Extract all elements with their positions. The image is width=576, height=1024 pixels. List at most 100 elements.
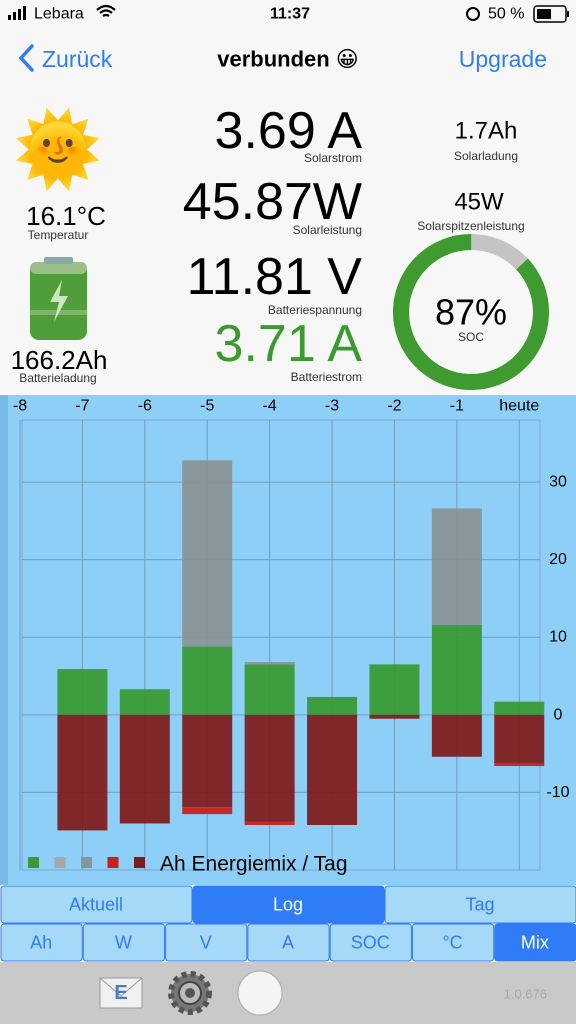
plot-frame: [21, 419, 541, 871]
x-tick-label: -2: [387, 398, 401, 415]
segment-label[interactable]: Log: [273, 895, 303, 915]
battery-current-label: Batteriestrom: [291, 370, 362, 384]
mail-button[interactable]: E: [99, 977, 143, 1009]
bar-segment: [182, 646, 233, 715]
sun-icon: 🌞: [13, 106, 103, 192]
segment-modes[interactable]: [384, 885, 576, 924]
temperature: 16.1°C: [26, 201, 106, 231]
solar-power-label: Solarleistung: [293, 223, 362, 237]
segment-modes[interactable]: [0, 885, 193, 924]
upgrade-button[interactable]: Upgrade: [459, 46, 547, 72]
bar-segment: [494, 714, 545, 764]
battery-percent: 50 %: [488, 6, 524, 23]
segment-units[interactable]: [329, 923, 412, 962]
segment-label[interactable]: V: [200, 933, 212, 953]
signal: [8, 6, 26, 20]
bar-segment: [307, 696, 358, 715]
x-tick-label: -3: [325, 398, 339, 415]
clock: 11:37: [270, 6, 310, 23]
y-tick-label: 20: [549, 551, 567, 568]
x-tick-label: -6: [138, 398, 152, 415]
record-button[interactable]: [237, 970, 283, 1016]
battery-voltage: 11.81 V: [187, 248, 363, 306]
y-tick-label: 0: [554, 706, 563, 723]
x-tick-label: -1: [450, 398, 464, 415]
x-tick-label: -7: [75, 398, 89, 415]
x-tick-label: -4: [263, 398, 277, 415]
soc-value: 87%: [435, 292, 507, 333]
chart-edge: [0, 395, 8, 885]
solar-charge: 1.7Ah: [455, 118, 518, 145]
bar-segment: [369, 714, 420, 719]
battery-charge-label: Batterieladung: [19, 371, 96, 385]
bar-segment: [244, 664, 295, 715]
legend-swatch: [54, 857, 66, 868]
segment-units[interactable]: [494, 923, 576, 962]
segment-label[interactable]: Tag: [465, 895, 494, 915]
y-tick-label: 10: [549, 629, 567, 646]
segment-label[interactable]: Aktuell: [69, 895, 123, 915]
solar-charge-label: Solarladung: [454, 149, 518, 163]
segment-label[interactable]: A: [282, 933, 294, 953]
solar-current-label: Solarstrom: [304, 151, 362, 165]
bar-segment: [119, 689, 170, 715]
bar-segment: [431, 624, 482, 715]
x-tick-label: heute: [499, 398, 539, 415]
segment-units[interactable]: [165, 923, 248, 962]
segment-units[interactable]: [411, 923, 495, 962]
bar-segment: [57, 669, 108, 715]
bar-segment: [494, 701, 545, 715]
segment-units[interactable]: [82, 923, 166, 962]
battery-icon: [533, 5, 569, 23]
solar-current: 3.69 A: [215, 102, 363, 160]
bar-segment: [182, 460, 233, 647]
legend-swatch: [28, 857, 39, 868]
bar-segment: [431, 508, 482, 625]
header-bg: [0, 0, 576, 395]
bar-segment: [119, 714, 170, 824]
solar-power: 45.87W: [183, 173, 362, 231]
bar-segment: [57, 714, 108, 831]
wifi-icon: [96, 4, 116, 17]
segment-label[interactable]: Mix: [521, 933, 549, 953]
bar-segment: [307, 714, 358, 825]
segment-label[interactable]: °C: [442, 933, 462, 953]
battery-current: 3.71 A: [215, 315, 363, 373]
solar-peak: 45W: [454, 189, 504, 216]
bar-segment: [244, 821, 295, 825]
bar-segment: [244, 662, 295, 665]
gauge-arc: [393, 234, 549, 390]
legend-swatch: [81, 857, 92, 868]
legend-swatch: [107, 857, 119, 868]
x-tick-label: -8: [13, 398, 27, 415]
segment-label[interactable]: Ah: [30, 933, 52, 953]
settings-button[interactable]: [168, 971, 212, 1015]
segment-units[interactable]: [247, 923, 330, 962]
battery-graphic: [30, 257, 87, 340]
soc-label: SOC: [458, 330, 484, 344]
x-tick-label: -5: [200, 398, 214, 415]
nav-title: verbunden 😀: [217, 47, 359, 72]
bar-segment: [494, 763, 545, 767]
temperature-label: Temperatur: [28, 228, 89, 242]
alarm-icon: [466, 7, 480, 21]
segment-units[interactable]: [0, 923, 83, 962]
segment-modes[interactable]: [192, 885, 385, 924]
back-button[interactable]: Zurück: [42, 46, 113, 72]
version: 1.0.676: [504, 987, 547, 1002]
carrier: Lebara: [34, 6, 84, 23]
y-tick-label: -10: [546, 784, 569, 801]
legend-title: Ah Energiemix / Tag: [160, 853, 348, 876]
battery-voltage-label: Batteriespannung: [268, 303, 362, 317]
bar-segment: [369, 664, 420, 715]
segment-label[interactable]: W: [115, 933, 132, 953]
solar-peak-label: Solarspitzenleistung: [417, 219, 524, 233]
bar-segment: [182, 807, 233, 815]
y-tick-label: 30: [549, 474, 567, 491]
segment-label[interactable]: SOC: [351, 933, 390, 953]
bar-segment: [431, 714, 482, 757]
toolbar-bg: [0, 962, 576, 1024]
back-chevron[interactable]: [18, 44, 34, 72]
